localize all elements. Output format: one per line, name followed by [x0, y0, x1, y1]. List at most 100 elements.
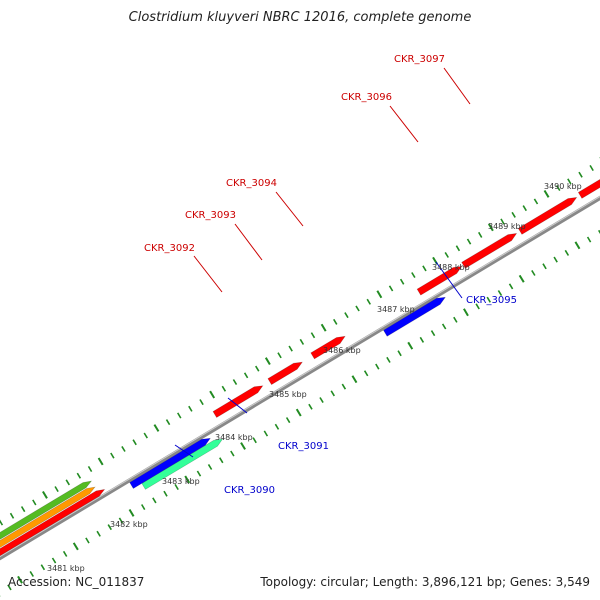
gene-label-ckr_3092: CKR_3092 — [144, 243, 195, 254]
gene-block-orange — [0, 486, 96, 548]
gene-label-leader — [193, 255, 223, 293]
tick-mark — [153, 424, 160, 432]
tick-mark — [531, 269, 536, 276]
tick-mark — [97, 457, 104, 466]
gene-arrow-ckr_3096 — [416, 266, 463, 296]
tick-mark — [466, 238, 472, 245]
tick-mark — [177, 412, 182, 419]
tick-mark — [42, 490, 48, 499]
tick-mark — [264, 357, 271, 366]
tick-label: 3490 kbp — [544, 182, 582, 191]
tick-mark — [518, 274, 525, 283]
gene-label-ckr_3091: CKR_3091 — [278, 441, 329, 452]
gene-label-ckr_3094: CKR_3094 — [226, 178, 277, 189]
tick-mark — [411, 272, 416, 279]
tick-label: 3483 kbp — [162, 477, 200, 486]
tick-mark — [386, 356, 391, 363]
tick-mark — [263, 430, 269, 437]
tick-mark — [85, 537, 90, 544]
gene-arrow-ckr_3090 — [141, 438, 224, 490]
gene-arrow-ckr_3097-c — [577, 179, 600, 199]
tick-mark — [7, 584, 12, 591]
tick-label: 3489 kbp — [488, 222, 526, 231]
tick-mark — [20, 506, 26, 513]
tick-mark — [478, 231, 483, 238]
tick-mark — [453, 316, 458, 323]
tick-mark — [542, 263, 547, 270]
tick-mark — [430, 330, 436, 337]
tick-mark — [152, 497, 157, 504]
tick-mark — [274, 423, 280, 430]
gene-feature-layer — [0, 179, 600, 557]
tick-mark — [463, 308, 469, 317]
tick-mark — [441, 323, 447, 330]
tick-mark — [240, 442, 246, 450]
tick-mark — [230, 450, 235, 457]
tick-mark — [341, 383, 347, 390]
tick-mark — [141, 504, 146, 511]
tick-mark — [564, 249, 570, 256]
tick-mark — [0, 519, 4, 526]
tick-label: 3482 kbp — [110, 520, 148, 529]
tick-mark — [207, 463, 213, 470]
tick-label: 3484 kbp — [215, 433, 253, 442]
tick-mark — [376, 290, 383, 299]
tick-mark — [288, 345, 293, 352]
tick-mark — [76, 472, 82, 479]
tick-mark — [533, 198, 539, 205]
gene-label-ckr_3097: CKR_3097 — [394, 54, 445, 65]
gene-label-layer: CKR_3090 CKR_3091 CKR_3092 CKR_3093 CKR_3094… — [144, 54, 517, 496]
tick-mark — [32, 499, 37, 506]
tick-mark — [486, 296, 491, 303]
tick-mark — [511, 211, 516, 218]
gene-label-leader — [234, 223, 263, 261]
tick-mark — [500, 218, 505, 225]
genome-summary: Topology: circular; Length: 3,896,121 bp… — [260, 575, 590, 589]
tick-mark — [388, 285, 394, 292]
tick-mark — [165, 419, 171, 426]
tick-mark — [407, 341, 414, 350]
tick-mark — [366, 298, 371, 305]
tick-mark — [219, 457, 224, 464]
tick-mark — [40, 564, 46, 571]
gene-arrow-ckr_3097-a — [461, 233, 518, 269]
tick-mark — [285, 417, 291, 424]
gene-label-ckr_3090: CKR_3090 — [224, 485, 275, 496]
tick-mark — [320, 323, 327, 332]
tick-mark — [163, 490, 168, 497]
tick-mark — [419, 336, 425, 343]
tick-mark — [299, 338, 305, 345]
tick-mark — [598, 229, 600, 234]
tick-mark — [444, 251, 449, 258]
tick-mark — [455, 245, 461, 252]
tick-mark — [54, 486, 59, 493]
tick-label: 3486 kbp — [323, 346, 361, 355]
tick-mark — [51, 557, 57, 564]
tick-mark — [399, 278, 405, 285]
gene-arrow-ckr_3095 — [383, 296, 446, 337]
tick-mark — [221, 385, 227, 392]
tick-label: 3487 kbp — [377, 305, 415, 314]
tick-mark — [29, 570, 34, 577]
tick-mark — [87, 465, 93, 473]
tick-label: 3485 kbp — [269, 390, 307, 399]
gene-arrow-ckr_3093 — [267, 361, 303, 386]
tick-mark — [199, 399, 204, 406]
tick-mark — [351, 375, 358, 384]
tick-mark — [184, 475, 191, 484]
gene-label-leader — [443, 67, 471, 105]
tick-mark — [17, 575, 23, 584]
gene-label-ckr_3093: CKR_3093 — [185, 210, 236, 221]
tick-mark — [277, 352, 282, 359]
tick-mark — [128, 508, 135, 517]
tick-mark — [397, 350, 402, 357]
tick-mark — [344, 312, 349, 319]
tick-mark — [475, 303, 480, 310]
tick-mark — [578, 171, 583, 178]
tick-mark — [589, 164, 594, 172]
tick-dot-tracks — [0, 157, 600, 597]
tick-label: 3488 kbp — [432, 263, 470, 272]
tick-mark — [308, 403, 313, 410]
